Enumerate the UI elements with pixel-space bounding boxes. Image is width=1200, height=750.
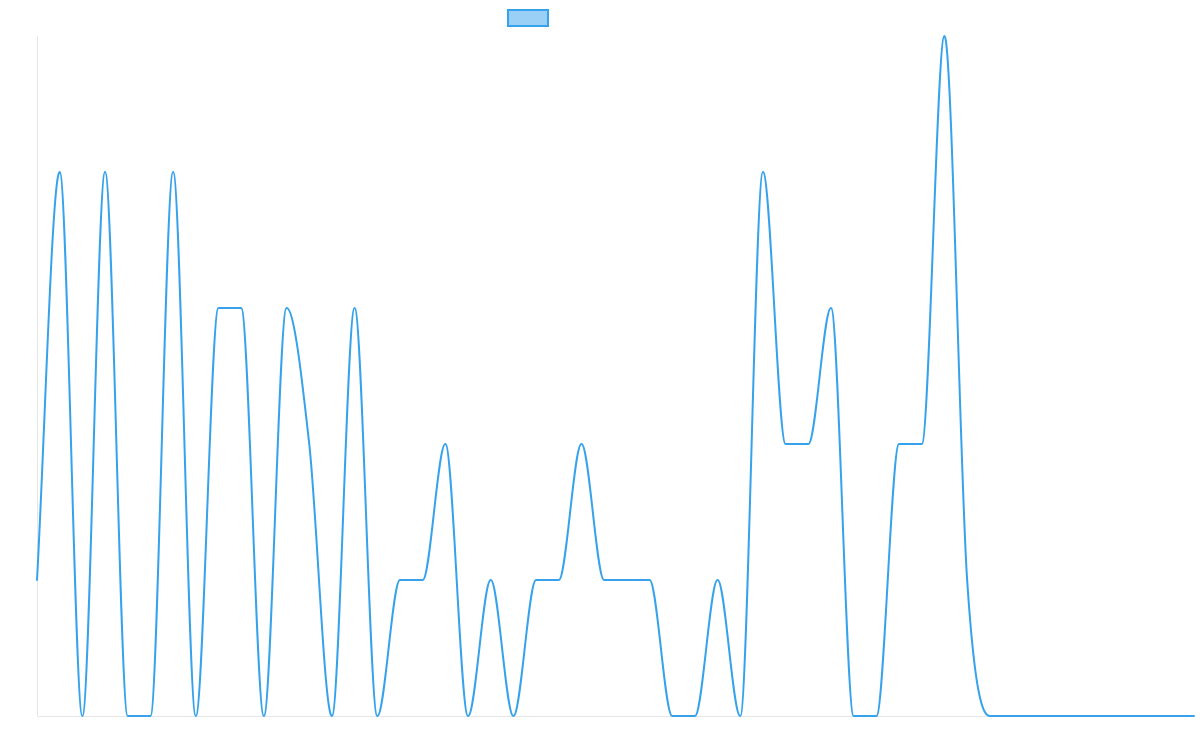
series-line bbox=[36, 35, 1195, 717]
legend[interactable] bbox=[507, 9, 549, 27]
legend-swatch[interactable] bbox=[507, 9, 549, 27]
